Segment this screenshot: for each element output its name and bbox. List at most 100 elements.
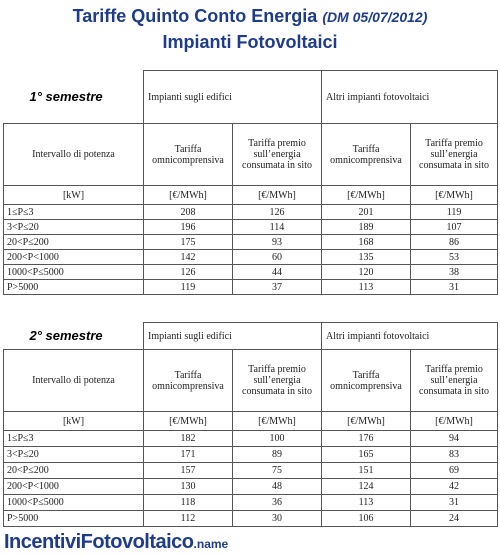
value-cell: 75 — [232, 462, 322, 479]
value-cell: 30 — [232, 510, 322, 527]
value-cell: 37 — [232, 279, 322, 295]
value-cell: 119 — [409, 204, 499, 220]
range-cell: 1≤P≤3 — [3, 430, 144, 447]
table-row: 3<P≤20 171 89 165 83 — [3, 446, 499, 463]
unit-eur: [€/MWh] — [232, 411, 322, 431]
tariff-table-semester-2: 2° semestre Impianti sugli edifici Altri… — [3, 322, 499, 527]
value-cell: 126 — [143, 264, 233, 280]
table-row: 1≤P≤3 208 126 201 119 — [3, 204, 499, 220]
value-cell: 176 — [321, 430, 411, 447]
value-cell: 119 — [143, 279, 233, 295]
value-cell: 157 — [143, 462, 233, 479]
value-cell: 135 — [321, 249, 411, 265]
value-cell: 53 — [409, 249, 499, 265]
value-cell: 112 — [143, 510, 233, 527]
value-cell: 151 — [321, 462, 411, 479]
range-cell: 200<P<1000 — [3, 478, 144, 495]
range-cell: 3<P≤20 — [3, 219, 144, 235]
value-cell: 113 — [321, 279, 411, 295]
value-cell: 171 — [143, 446, 233, 463]
value-cell: 44 — [232, 264, 322, 280]
value-cell: 106 — [321, 510, 411, 527]
table-row: P>5000 112 30 106 24 — [3, 510, 499, 527]
unit-eur: [€/MWh] — [232, 185, 322, 205]
group-header-altri: Altri impianti fotovoltaici — [320, 70, 499, 124]
value-cell: 100 — [232, 430, 322, 447]
unit-eur: [€/MWh] — [409, 411, 499, 431]
range-cell: 3<P≤20 — [3, 446, 144, 463]
unit-kw: [kW] — [3, 185, 144, 205]
range-cell: 1≤P≤3 — [3, 204, 144, 220]
table-row: 1000<P≤5000 118 36 113 31 — [3, 494, 499, 511]
semester-label: 2° semestre — [29, 328, 103, 344]
value-cell: 120 — [321, 264, 411, 280]
value-cell: 126 — [232, 204, 322, 220]
header-intervallo: Intervallo di potenza — [3, 349, 144, 412]
table-row: 20<P≤200 175 93 168 86 — [3, 234, 499, 250]
value-cell: 31 — [409, 494, 499, 511]
group-header-edifici: Impianti sugli edifici — [143, 322, 322, 350]
value-cell: 60 — [232, 249, 322, 265]
unit-eur: [€/MWh] — [409, 185, 499, 205]
title-subtitle: (DM 05/07/2012) — [322, 9, 428, 25]
group-header-altri: Altri impianti fotovoltaici — [320, 322, 499, 350]
semester-label: 1° semestre — [29, 89, 103, 105]
tariff-table-semester-1: 1° semestre Impianti sugli edifici Altri… — [3, 70, 499, 295]
value-cell: 142 — [143, 249, 233, 265]
value-cell: 48 — [232, 478, 322, 495]
value-cell: 182 — [143, 430, 233, 447]
value-cell: 124 — [321, 478, 411, 495]
value-cell: 86 — [409, 234, 499, 250]
table-row: 1≤P≤3 182 100 176 94 — [3, 430, 499, 447]
range-cell: 20<P≤200 — [3, 234, 144, 250]
table-row: 1000<P≤5000 126 44 120 38 — [3, 264, 499, 280]
value-cell: 31 — [409, 279, 499, 295]
brand-name: IncentiviFotovoltaico — [4, 531, 194, 553]
brand-domain: .name — [193, 537, 229, 551]
table-row: 20<P≤200 157 75 151 69 — [3, 462, 499, 479]
table-row: 200<P<1000 142 60 135 53 — [3, 249, 499, 265]
value-cell: 196 — [143, 219, 233, 235]
range-cell: 200<P<1000 — [3, 249, 144, 265]
header-tariffa-omni: Tariffa omnicomprensiva — [321, 349, 411, 412]
header-tariffa-premio: Tariffa premio sull’energia consumata in… — [409, 349, 499, 412]
range-cell: 20<P≤200 — [3, 462, 144, 479]
value-cell: 114 — [232, 219, 322, 235]
header-tariffa-premio: Tariffa premio sull’energia consumata in… — [232, 349, 322, 412]
value-cell: 118 — [143, 494, 233, 511]
range-cell: 1000<P≤5000 — [3, 264, 144, 280]
header-tariffa-omni: Tariffa omnicomprensiva — [143, 349, 233, 412]
unit-eur: [€/MWh] — [143, 185, 233, 205]
page-title: Tariffe Quinto Conto Energia (DM 05/07/2… — [0, 6, 500, 27]
value-cell: 113 — [321, 494, 411, 511]
range-cell: 1000<P≤5000 — [3, 494, 144, 511]
unit-eur: [€/MWh] — [321, 185, 411, 205]
value-cell: 201 — [321, 204, 411, 220]
value-cell: 130 — [143, 478, 233, 495]
table-row: 200<P<1000 130 48 124 42 — [3, 478, 499, 495]
range-cell: P>5000 — [3, 279, 144, 295]
header-intervallo: Intervallo di potenza — [3, 123, 144, 186]
header-tariffa-premio: Tariffa premio sull’energia consumata in… — [409, 123, 499, 186]
unit-kw: [kW] — [3, 411, 144, 431]
value-cell: 165 — [321, 446, 411, 463]
value-cell: 89 — [232, 446, 322, 463]
title-main: Tariffe Quinto Conto Energia — [72, 6, 318, 26]
value-cell: 208 — [143, 204, 233, 220]
header-tariffa-omni: Tariffa omnicomprensiva — [143, 123, 233, 186]
value-cell: 107 — [409, 219, 499, 235]
unit-eur: [€/MWh] — [143, 411, 233, 431]
group-header-edifici: Impianti sugli edifici — [143, 70, 322, 124]
header-tariffa-omni: Tariffa omnicomprensiva — [321, 123, 411, 186]
value-cell: 42 — [409, 478, 499, 495]
range-cell: P>5000 — [3, 510, 144, 527]
value-cell: 83 — [409, 446, 499, 463]
value-cell: 175 — [143, 234, 233, 250]
value-cell: 189 — [321, 219, 411, 235]
value-cell: 168 — [321, 234, 411, 250]
table-row: 3<P≤20 196 114 189 107 — [3, 219, 499, 235]
value-cell: 69 — [409, 462, 499, 479]
header-tariffa-premio: Tariffa premio sull’energia consumata in… — [232, 123, 322, 186]
value-cell: 38 — [409, 264, 499, 280]
unit-eur: [€/MWh] — [321, 411, 411, 431]
